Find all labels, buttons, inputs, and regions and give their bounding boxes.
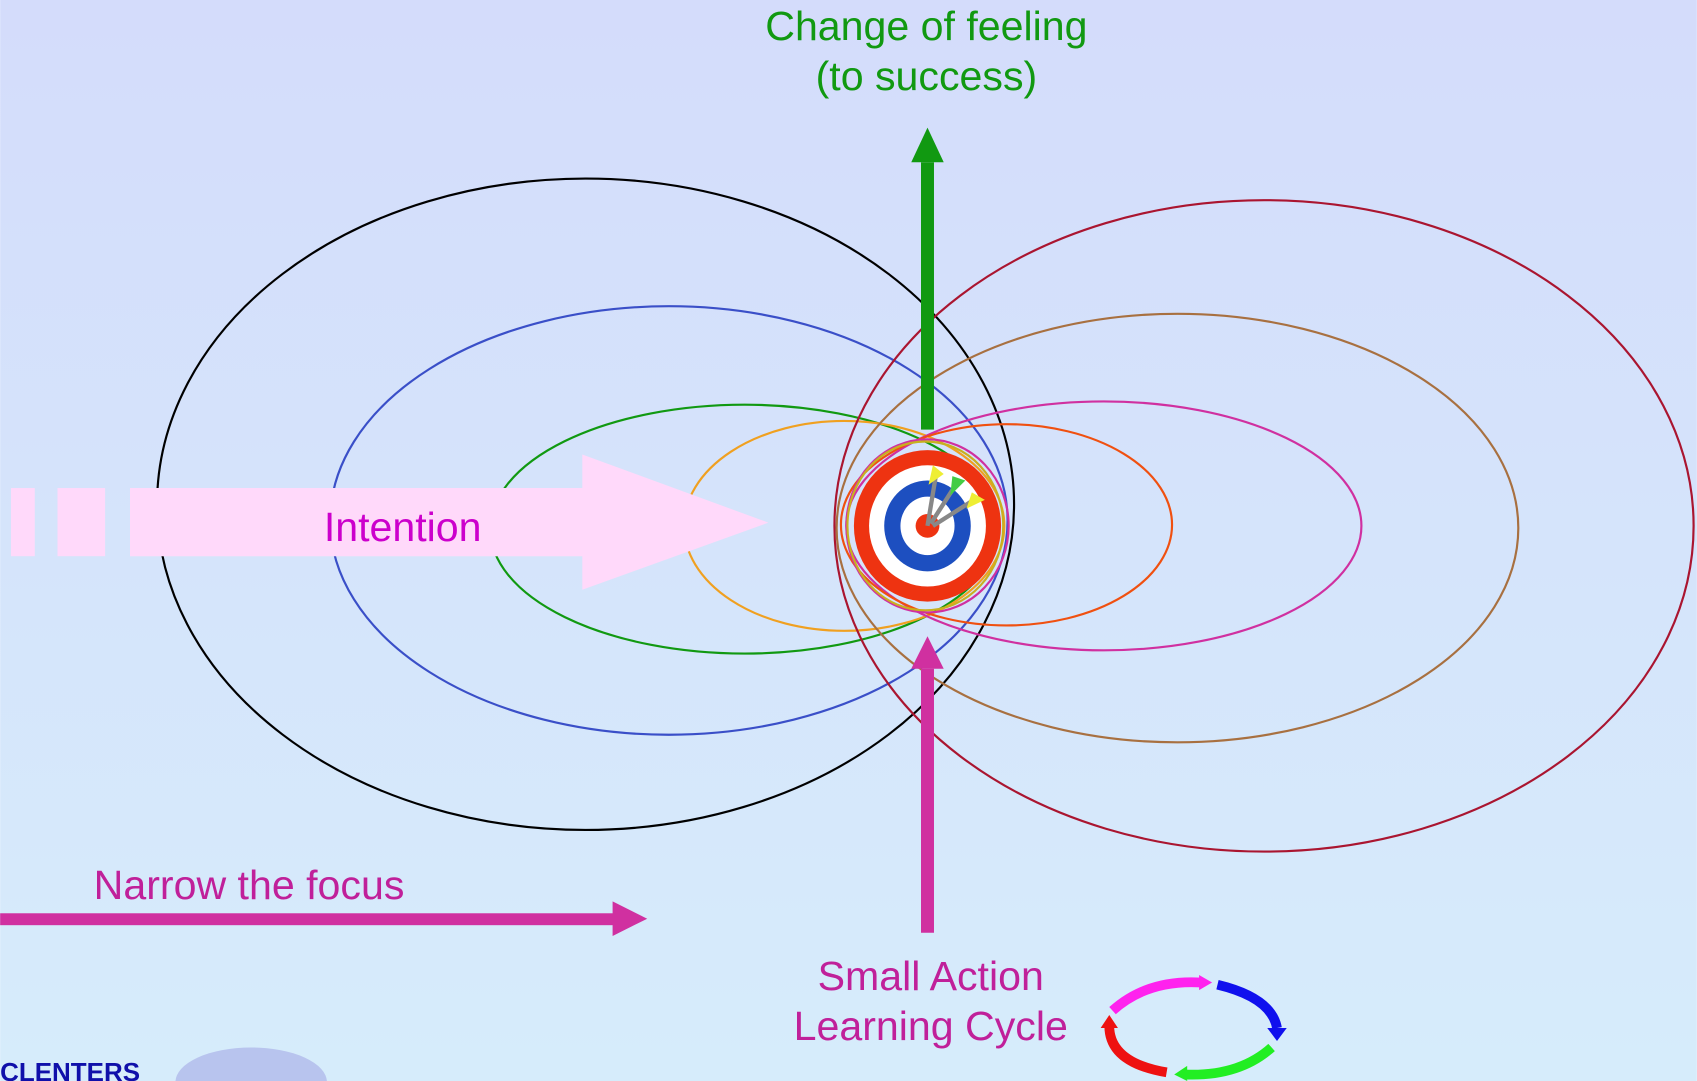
logo-text: CLENTERS <box>0 1057 140 1081</box>
target <box>854 450 1001 601</box>
bottom-label: Learning Cycle <box>794 1003 1068 1049</box>
intention-label: Intention <box>324 504 482 550</box>
narrow-label: Narrow the focus <box>94 862 405 908</box>
page: CLENTERS Change of feeling (to success) … <box>0 0 1697 1081</box>
top-label: Change of feeling <box>765 3 1087 49</box>
bottom-label: Small Action <box>818 953 1044 999</box>
top-label: (to success) <box>816 53 1038 99</box>
diagram: CLENTERS Change of feeling (to success) … <box>0 0 1697 1081</box>
